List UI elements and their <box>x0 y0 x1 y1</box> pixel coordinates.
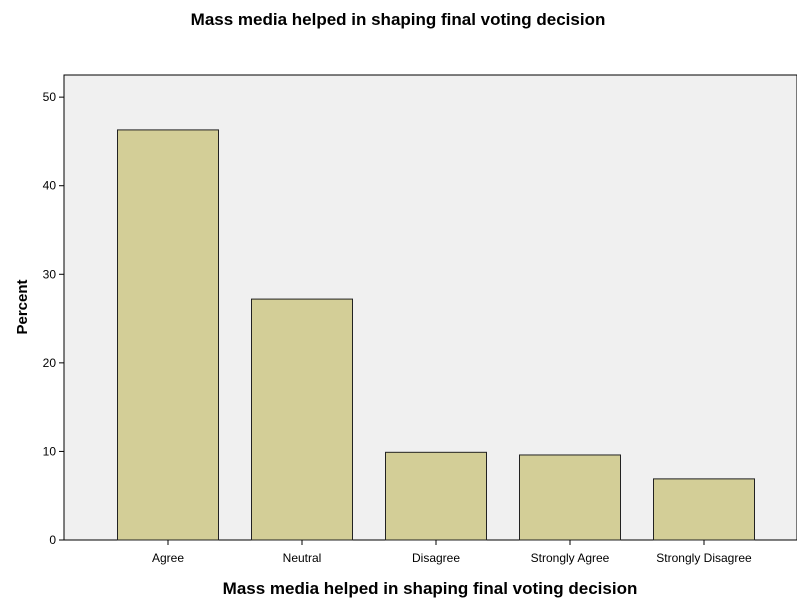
bar-strongly-agree <box>519 454 621 541</box>
x-tick-label: Strongly Disagree <box>656 551 752 565</box>
x-axis-label: Mass media helped in shaping final votin… <box>223 579 638 598</box>
bar-strongly-disagree <box>653 478 755 541</box>
y-axis: 0 10 20 30 40 50 <box>43 90 64 547</box>
y-tick-label: 10 <box>43 444 57 458</box>
x-tick-label: Neutral <box>283 551 322 565</box>
y-tick-label: 30 <box>43 267 57 281</box>
x-tick-label: Agree <box>152 551 184 565</box>
y-tick-label: 0 <box>49 533 56 547</box>
bar-agree <box>117 129 219 541</box>
bar-disagree <box>385 451 487 541</box>
x-tick-label: Strongly Agree <box>531 551 610 565</box>
y-tick-label: 20 <box>43 356 57 370</box>
y-tick-label: 40 <box>43 179 57 193</box>
y-axis-label: Percent <box>14 279 31 334</box>
chart-title: Mass media helped in shaping final votin… <box>191 10 606 29</box>
x-axis: Agree Neutral Disagree Strongly Agree Strong… <box>152 540 752 565</box>
bar-neutral <box>251 298 353 541</box>
y-tick-label: 50 <box>43 90 57 104</box>
x-tick-label: Disagree <box>412 551 460 565</box>
